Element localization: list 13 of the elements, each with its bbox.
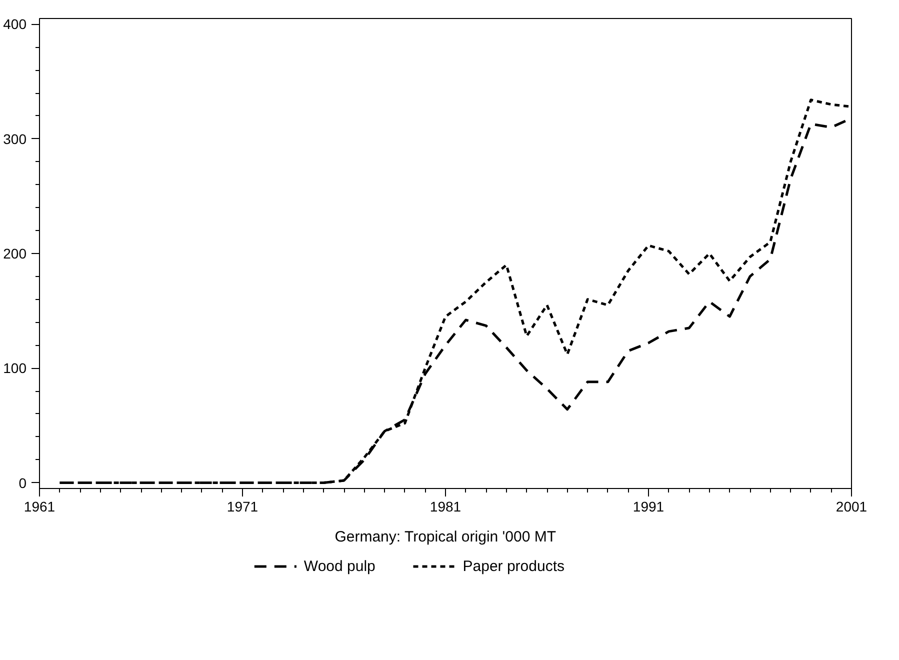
x-tick-label: 1961	[24, 498, 56, 514]
x-tick-label: 1981	[430, 498, 462, 514]
legend-label: Paper products	[462, 558, 565, 575]
y-tick-label: 300	[3, 130, 27, 147]
x-axis-title: Germany: Tropical origin '000 MT	[334, 528, 556, 546]
y-tick-label: 400	[3, 16, 27, 32]
legend-label: Wood pulp	[304, 558, 376, 575]
x-tick-label: 1971	[226, 498, 258, 514]
y-tick-label: 0	[18, 474, 27, 491]
x-tick-label: 2001	[836, 498, 868, 514]
y-tick-label: 100	[3, 360, 27, 376]
y-tick-label: 200	[3, 246, 27, 262]
x-tick-label: 1991	[632, 498, 664, 514]
